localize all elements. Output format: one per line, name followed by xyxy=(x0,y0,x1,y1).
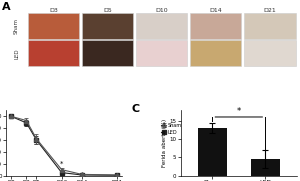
Text: D5: D5 xyxy=(103,8,112,13)
Text: D21: D21 xyxy=(264,8,276,13)
Text: *: * xyxy=(60,161,63,167)
Text: D3: D3 xyxy=(49,8,58,13)
Bar xyxy=(244,40,296,66)
Bar xyxy=(198,128,227,176)
Bar xyxy=(28,13,79,39)
Bar xyxy=(190,13,242,39)
Text: D14: D14 xyxy=(209,8,222,13)
Bar xyxy=(28,40,79,66)
Text: LED: LED xyxy=(14,48,19,59)
Text: D10: D10 xyxy=(155,8,168,13)
Bar xyxy=(244,13,296,39)
Bar xyxy=(136,13,187,39)
Text: Sham: Sham xyxy=(14,18,19,34)
Text: C: C xyxy=(132,104,140,114)
Y-axis label: Ferida aberta (%): Ferida aberta (%) xyxy=(162,119,167,167)
Bar xyxy=(136,40,187,66)
Bar xyxy=(82,13,133,39)
Text: *: * xyxy=(237,108,241,116)
Bar xyxy=(190,40,242,66)
Legend: Sham, LED: Sham, LED xyxy=(159,121,184,137)
Bar xyxy=(82,40,133,66)
Text: A: A xyxy=(2,2,10,12)
Bar xyxy=(251,159,280,176)
